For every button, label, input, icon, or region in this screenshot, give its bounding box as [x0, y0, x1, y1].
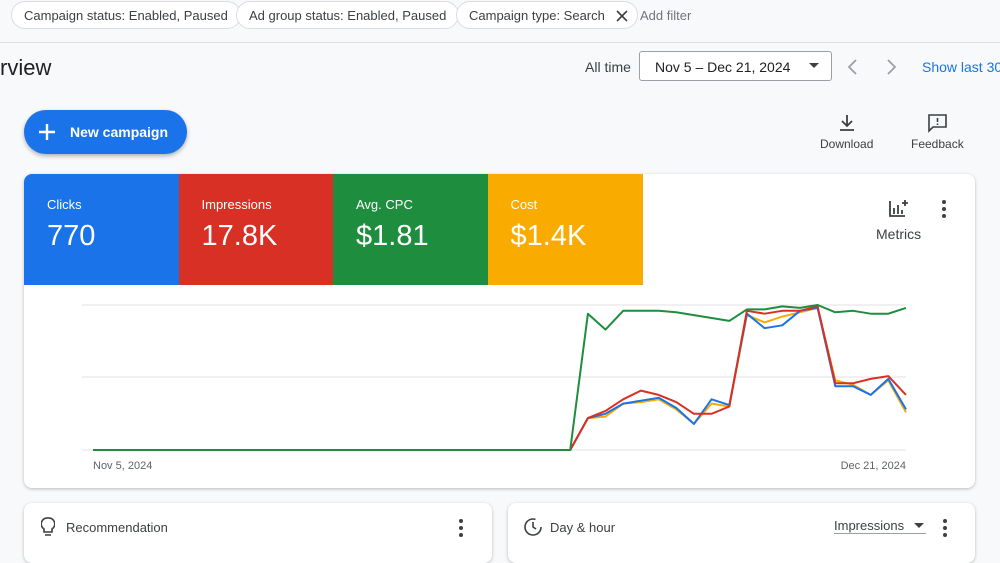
- metric-value: $1.81: [356, 220, 429, 252]
- next-icon[interactable]: [884, 58, 898, 76]
- prev-icon[interactable]: [846, 58, 860, 76]
- metric-select[interactable]: Impressions: [834, 518, 927, 534]
- clock-icon: [524, 518, 542, 536]
- metric-tile[interactable]: Impressions 17.8K: [178, 174, 334, 285]
- series-line: [93, 306, 907, 451]
- metric-value: 17.8K: [201, 220, 278, 252]
- more-icon[interactable]: [457, 518, 465, 538]
- x-tick-label: Dec 21, 2024: [841, 460, 906, 472]
- more-icon[interactable]: [941, 518, 949, 538]
- x-tick-label: Nov 5, 2024: [93, 460, 152, 472]
- filter-chip[interactable]: Campaign type: Search: [456, 1, 638, 29]
- filter-chip[interactable]: Campaign status: Enabled, Paused: [11, 1, 241, 29]
- metric-tile[interactable]: Clicks 770: [24, 174, 179, 285]
- metric-value: 770: [47, 220, 96, 252]
- metric-label: Impressions: [201, 197, 272, 212]
- dropdown-icon: [809, 63, 819, 68]
- series-line: [93, 306, 907, 451]
- show-last[interactable]: Show last 30: [922, 59, 1000, 75]
- date-picker[interactable]: Nov 5 – Dec 21, 2024: [639, 51, 832, 81]
- download-label[interactable]: Download: [820, 137, 874, 151]
- filter-bar: [0, 0, 1000, 43]
- metrics-icon[interactable]: [888, 198, 910, 218]
- feedback-label[interactable]: Feedback: [911, 137, 964, 151]
- recommendation-card: Recommendation: [24, 503, 492, 563]
- metric-label: Avg. CPC: [356, 197, 413, 212]
- bulb-icon: [41, 517, 55, 536]
- series-line: [93, 305, 907, 451]
- plus-icon: [39, 124, 55, 140]
- day-hour-card: Day & hour Impressions: [508, 503, 975, 563]
- card-title: Day & hour: [550, 520, 616, 535]
- card-title: Recommendation: [66, 520, 168, 535]
- page: Campaign status: Enabled, Paused Ad grou…: [0, 0, 1000, 537]
- select-text: Impressions: [834, 518, 905, 533]
- filter-chip[interactable]: Ad group status: Enabled, Paused: [236, 1, 460, 29]
- more-icon[interactable]: [940, 199, 948, 219]
- metric-tile[interactable]: Cost $1.4K: [487, 174, 643, 285]
- download-icon[interactable]: [837, 113, 857, 133]
- new-campaign-button[interactable]: New campaign: [24, 110, 187, 154]
- page-title: rview: [0, 55, 52, 80]
- add-filter[interactable]: Add filter: [640, 8, 692, 23]
- metric-label: Cost: [510, 197, 538, 212]
- metrics-label[interactable]: Metrics: [876, 226, 922, 242]
- feedback-icon[interactable]: [927, 113, 948, 133]
- dropdown-icon: [914, 523, 925, 528]
- metric-label: Clicks: [47, 197, 82, 212]
- button-text: New campaign: [70, 124, 169, 140]
- range-label: All time: [585, 59, 631, 75]
- date-range: Nov 5 – Dec 21, 2024: [655, 59, 791, 75]
- metric-tile[interactable]: Avg. CPC $1.81: [333, 174, 488, 285]
- series-line: [93, 304, 907, 451]
- close-icon[interactable]: [616, 10, 628, 22]
- chip-text: Campaign type: Search: [469, 8, 605, 23]
- metric-value: $1.4K: [510, 220, 587, 252]
- chart: Nov 5, 2024 Dec 21, 2024: [82, 304, 907, 472]
